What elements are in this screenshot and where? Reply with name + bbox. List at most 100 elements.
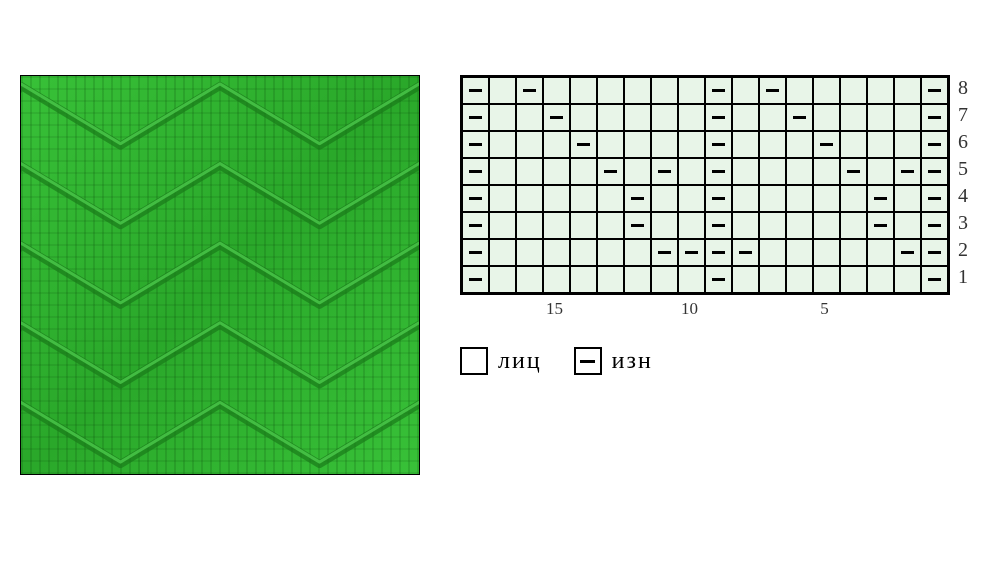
chart-cell	[786, 266, 813, 293]
chart-cell	[597, 158, 624, 185]
chart-cell	[543, 212, 570, 239]
chart-cell	[570, 239, 597, 266]
chart-cell	[543, 158, 570, 185]
chart-cell	[543, 104, 570, 131]
chart-cell	[867, 104, 894, 131]
chart-cell	[867, 239, 894, 266]
chart-cell	[813, 212, 840, 239]
chart-cell	[759, 266, 786, 293]
chart-cell	[462, 104, 489, 131]
chart-cell	[462, 158, 489, 185]
chart-area: 87654321 51015 лиц изн	[460, 75, 980, 475]
chart-cell	[651, 158, 678, 185]
legend: лиц изн	[460, 347, 980, 375]
chart-cell	[840, 212, 867, 239]
chart-cell	[516, 239, 543, 266]
main-container: 87654321 51015 лиц изн	[0, 0, 1000, 515]
chart-cell	[462, 266, 489, 293]
chart-cell	[705, 185, 732, 212]
chart-cell	[705, 239, 732, 266]
chart-cell	[840, 104, 867, 131]
chart-cell	[894, 212, 921, 239]
chart-cell	[867, 158, 894, 185]
chart-cell	[597, 212, 624, 239]
chart-cell	[786, 239, 813, 266]
chart-cell	[921, 131, 948, 158]
chart-cell	[759, 212, 786, 239]
row-label: 3	[958, 210, 968, 237]
chart-cell	[732, 131, 759, 158]
chart-cell	[705, 77, 732, 104]
chart-cell	[570, 212, 597, 239]
chart-cell	[921, 212, 948, 239]
col-label: 10	[676, 299, 703, 319]
chart-cell	[597, 239, 624, 266]
chart-cell	[786, 212, 813, 239]
chart-cell	[732, 185, 759, 212]
stitch-chart-grid	[460, 75, 950, 295]
chart-cell	[894, 239, 921, 266]
chart-cell	[462, 77, 489, 104]
chart-cell	[786, 77, 813, 104]
chart-cell	[624, 77, 651, 104]
chart-cell	[651, 212, 678, 239]
chart-cell	[732, 104, 759, 131]
row-label: 1	[958, 264, 968, 291]
chart-cell	[759, 239, 786, 266]
row-label: 2	[958, 237, 968, 264]
chart-cell	[813, 158, 840, 185]
chart-cell	[651, 77, 678, 104]
chart-cell	[867, 77, 894, 104]
chart-cell	[543, 131, 570, 158]
chart-cell	[651, 104, 678, 131]
chart-cell	[921, 104, 948, 131]
chart-cell	[759, 104, 786, 131]
chart-cell	[705, 266, 732, 293]
chart-cell	[462, 185, 489, 212]
chart-cell	[516, 77, 543, 104]
chart-cell	[786, 158, 813, 185]
swatch-zigzag-ridges	[21, 76, 419, 474]
chart-cell	[597, 266, 624, 293]
chart-cell	[894, 77, 921, 104]
chart-cell	[732, 266, 759, 293]
col-labels: 51015	[460, 299, 946, 319]
chart-cell	[813, 239, 840, 266]
chart-cell	[624, 266, 651, 293]
chart-cell	[678, 212, 705, 239]
chart-cell	[489, 212, 516, 239]
chart-cell	[543, 266, 570, 293]
chart-cell	[624, 185, 651, 212]
chart-cell	[489, 77, 516, 104]
chart-cell	[651, 266, 678, 293]
chart-cell	[813, 77, 840, 104]
chart-cell	[624, 239, 651, 266]
chart-cell	[867, 212, 894, 239]
chart-cell	[597, 77, 624, 104]
chart-cell	[678, 77, 705, 104]
row-label: 6	[958, 129, 968, 156]
chart-cell	[516, 131, 543, 158]
col-label: 5	[811, 299, 838, 319]
chart-cell	[597, 131, 624, 158]
chart-cell	[732, 212, 759, 239]
chart-cell	[489, 158, 516, 185]
chart-cell	[543, 77, 570, 104]
chart-cell	[678, 266, 705, 293]
grid-wrap: 87654321	[460, 75, 980, 295]
knit-swatch	[20, 75, 420, 475]
chart-cell	[840, 77, 867, 104]
chart-cell	[732, 158, 759, 185]
chart-cell	[651, 239, 678, 266]
chart-cell	[921, 185, 948, 212]
chart-cell	[570, 266, 597, 293]
legend-purl-box	[574, 347, 602, 375]
chart-cell	[813, 266, 840, 293]
legend-knit: лиц	[460, 347, 542, 375]
chart-cell	[651, 131, 678, 158]
chart-cell	[516, 158, 543, 185]
chart-cell	[489, 266, 516, 293]
chart-cell	[921, 77, 948, 104]
chart-cell	[462, 131, 489, 158]
chart-cell	[894, 104, 921, 131]
